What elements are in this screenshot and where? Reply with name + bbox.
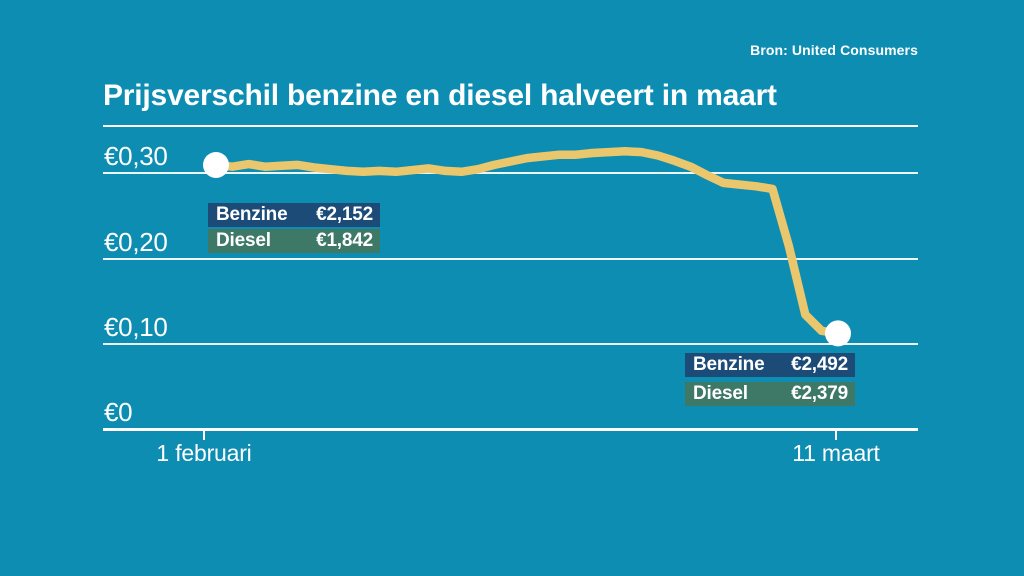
end-diesel-value: €2,379 [791, 383, 848, 404]
chart-title: Prijsverschil benzine en diesel halveert… [103, 79, 777, 112]
y-tick-label-000: €0 [104, 397, 133, 427]
gridline-010 [103, 343, 918, 345]
start-benzine-row: Benzine €2,152 [208, 203, 380, 227]
x-tick-1-februari [203, 431, 205, 440]
start-diesel-label: Diesel [216, 230, 271, 251]
gridline-020 [103, 258, 918, 260]
start-diesel-row: Diesel €1,842 [208, 229, 380, 253]
start-point-marker [203, 151, 229, 178]
x-axis-line [103, 428, 918, 431]
end-point-marker [825, 320, 851, 347]
end-diesel-label: Diesel [693, 383, 748, 404]
end-diesel-row: Diesel €2,379 [685, 382, 855, 406]
start-prices-callout: Benzine €2,152 Diesel €1,842 [208, 203, 380, 253]
y-tick-label-030: €0,30 [104, 141, 168, 171]
start-diesel-value: €1,842 [316, 230, 373, 251]
end-benzine-label: Benzine [693, 354, 765, 375]
x-tick-11-maart [835, 431, 837, 440]
title-underline [103, 125, 918, 127]
x-tick-label-11-maart: 11 maart [792, 440, 880, 466]
gridline-030 [103, 172, 918, 174]
y-tick-label-020: €0,20 [104, 227, 168, 257]
price-difference-line [211, 147, 843, 338]
start-benzine-label: Benzine [216, 204, 288, 225]
source-credit: Bron: United Consumers [750, 42, 918, 58]
x-tick-label-1-februari: 1 februari [156, 440, 252, 466]
end-benzine-row: Benzine €2,492 [685, 353, 855, 377]
y-tick-label-010: €0,10 [104, 312, 168, 342]
end-benzine-value: €2,492 [791, 354, 848, 375]
start-benzine-value: €2,152 [316, 204, 373, 225]
end-prices-callout: Benzine €2,492 Diesel €2,379 [685, 353, 855, 406]
